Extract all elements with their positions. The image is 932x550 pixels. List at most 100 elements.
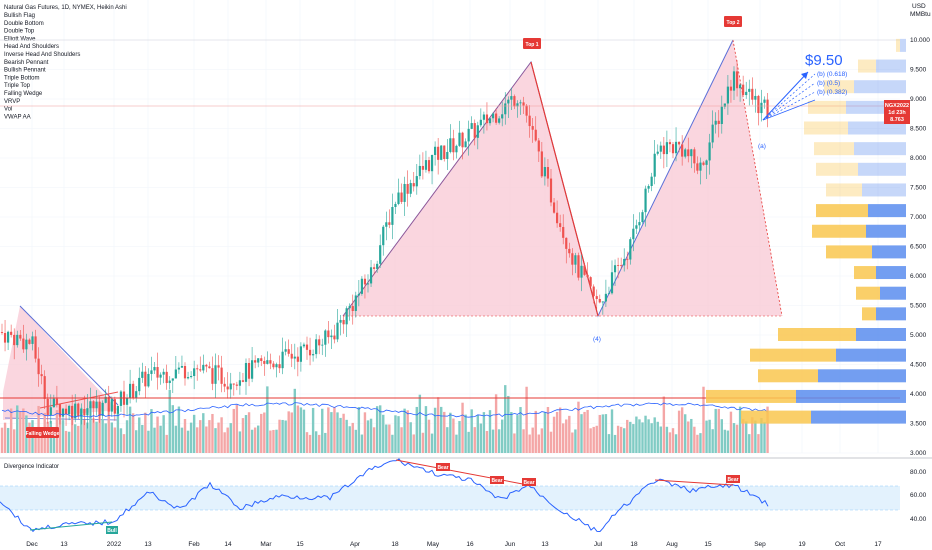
volume-bar (501, 419, 504, 453)
candle-body (257, 358, 260, 363)
candle-body (583, 265, 586, 275)
candle-body (620, 265, 623, 267)
vrvp-bar-up (811, 410, 906, 424)
vrvp-bar-down (804, 121, 848, 135)
time-tick: 14 (224, 541, 232, 548)
candles (0, 59, 769, 429)
time-tick: 13 (144, 541, 152, 548)
bull-divergence (29, 521, 113, 531)
volume-bar (507, 395, 510, 453)
vrvp-bar-down (816, 162, 858, 176)
volume-bar (677, 410, 681, 453)
vrvp-bar-up (866, 224, 906, 238)
vrvp-bar-up (872, 245, 906, 259)
candle-body (723, 103, 726, 107)
candle-body (708, 142, 711, 161)
candle-body (113, 399, 116, 414)
volume-bar (680, 407, 684, 453)
volume-bar (156, 416, 159, 453)
legend-block: Natural Gas Futures, 1D, NYMEX, Heikin A… (4, 5, 127, 120)
volume-bar (16, 405, 19, 453)
candle-body (28, 339, 31, 344)
volume-bar (452, 418, 455, 453)
candle-body (473, 123, 476, 138)
volume-bar (64, 430, 68, 453)
candle-body (278, 364, 281, 369)
volume-bar (455, 434, 458, 453)
volume-bar (616, 425, 620, 453)
candle-body (644, 188, 647, 213)
volume-bar (52, 430, 56, 453)
falling-wedge-label: Falling Wedge (26, 431, 60, 437)
candle-body (22, 338, 25, 350)
candle-body (635, 225, 638, 229)
volume-bar (357, 407, 361, 453)
vrvp-bar-down (758, 369, 818, 383)
candle-body (68, 405, 71, 415)
candle-body (336, 322, 339, 340)
bear-divergence-1 (395, 459, 529, 486)
volume-bar (415, 406, 418, 453)
candle-body (406, 183, 409, 194)
volume-bar (0, 427, 4, 453)
wedge-upper-line (19, 305, 119, 406)
volume-bar (9, 408, 13, 453)
time-tick: 15 (704, 541, 712, 548)
price-tick: 6.000 (910, 273, 927, 280)
candle-body (302, 344, 306, 347)
candle-body (327, 330, 330, 338)
candle-body (165, 371, 168, 384)
volume-bar (638, 419, 641, 453)
candle-body (659, 145, 662, 152)
candle-body (369, 267, 373, 284)
volume-bar (592, 426, 595, 453)
candle-body (159, 374, 162, 378)
volume-bar (577, 401, 580, 453)
candle-body (357, 293, 360, 296)
volume-bar (598, 414, 601, 453)
bear-divergence-2 (654, 479, 734, 486)
volume-bar (565, 419, 568, 453)
candle-body (193, 368, 196, 377)
vrvp-bar-up (876, 59, 906, 73)
volume-bar (92, 418, 95, 453)
price-tick: 7.000 (910, 214, 927, 221)
volume-bar (708, 419, 711, 453)
candle-body (89, 401, 92, 409)
time-tick: Sep (754, 541, 766, 548)
volume-bar (336, 412, 339, 453)
candle-body (208, 366, 211, 369)
volume-bar (147, 430, 150, 453)
candle-body (199, 369, 202, 371)
volume-bar (263, 412, 266, 453)
volume-bar (153, 427, 156, 453)
candle-body (754, 95, 757, 100)
vrvp-bar-up (854, 142, 906, 156)
candle-body (418, 165, 421, 177)
volume-bar (67, 431, 71, 453)
candle-body (714, 120, 717, 125)
vrvp-bar-up (796, 389, 906, 403)
osc-tick: 40.00 (910, 516, 927, 523)
candle-body (281, 351, 284, 369)
vrvp-bar-up (836, 348, 906, 362)
volume-bar (558, 407, 562, 453)
volume-bar (318, 434, 321, 453)
top2-label: Top 2 (727, 20, 740, 26)
candle-body (391, 206, 394, 225)
candle-body (409, 183, 412, 194)
time-tick: 17 (874, 541, 882, 548)
volume-bar (662, 396, 666, 453)
volume-bar (491, 429, 495, 453)
vrvp-bar-down (750, 348, 836, 362)
volume-bar (101, 419, 104, 453)
volume-bar (83, 420, 86, 453)
volume-bar (366, 420, 370, 453)
candle-body (284, 349, 287, 352)
bear-tag-2: Bear (490, 476, 504, 484)
indicator-label: Bullish Pennant (4, 68, 46, 74)
candle-body (440, 145, 443, 160)
time-tick: Mar (260, 541, 272, 548)
time-tick: 15 (296, 541, 304, 548)
volume-bar (165, 434, 168, 453)
